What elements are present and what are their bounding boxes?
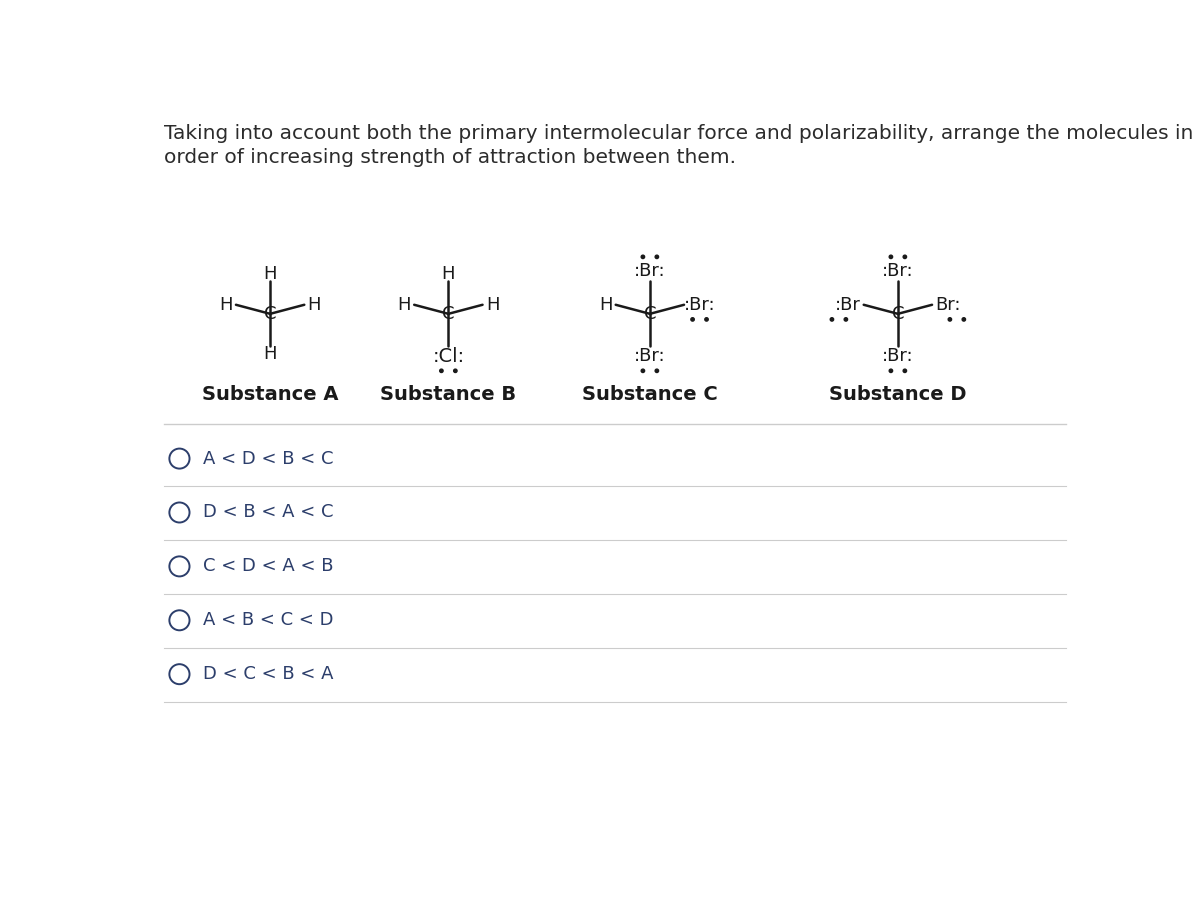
Text: D < B < A < C: D < B < A < C (203, 503, 334, 521)
Text: A < D < B < C: A < D < B < C (203, 449, 334, 467)
Text: C: C (264, 305, 276, 323)
Text: C < D < A < B: C < D < A < B (203, 557, 334, 575)
Circle shape (830, 318, 834, 321)
Text: C: C (442, 305, 455, 323)
Circle shape (655, 255, 659, 259)
Text: H: H (397, 296, 410, 314)
Text: :Br:: :Br: (882, 347, 913, 365)
Circle shape (889, 369, 893, 373)
Circle shape (704, 318, 708, 321)
Text: C: C (643, 305, 656, 323)
Circle shape (962, 318, 966, 321)
Circle shape (889, 255, 893, 259)
Circle shape (641, 255, 644, 259)
Circle shape (948, 318, 952, 321)
Text: :Cl:: :Cl: (432, 346, 464, 365)
Text: Substance B: Substance B (380, 385, 516, 404)
Text: :Br:: :Br: (882, 262, 913, 281)
Text: Br:: Br: (935, 296, 960, 314)
Text: H: H (263, 265, 277, 283)
Text: Substance D: Substance D (829, 385, 967, 404)
Text: A < B < C < D: A < B < C < D (203, 612, 334, 630)
Circle shape (655, 369, 659, 373)
Text: :Br:: :Br: (634, 262, 666, 281)
Text: order of increasing strength of attraction between them.: order of increasing strength of attracti… (164, 148, 736, 167)
Circle shape (439, 369, 443, 373)
Text: H: H (486, 296, 499, 314)
Text: H: H (263, 345, 277, 363)
Circle shape (454, 369, 457, 373)
Text: H: H (307, 296, 322, 314)
Text: :Br: :Br (835, 296, 862, 314)
Circle shape (904, 255, 906, 259)
Text: :Br:: :Br: (634, 347, 666, 365)
Text: H: H (442, 265, 455, 283)
Circle shape (641, 369, 644, 373)
Text: D < C < B < A: D < C < B < A (203, 665, 334, 683)
Circle shape (904, 369, 906, 373)
Text: Substance C: Substance C (582, 385, 718, 404)
Circle shape (844, 318, 847, 321)
Circle shape (691, 318, 695, 321)
Text: Taking into account both the primary intermolecular force and polarizability, ar: Taking into account both the primary int… (164, 124, 1193, 143)
Text: Substance A: Substance A (202, 385, 338, 404)
Text: C: C (892, 305, 904, 323)
Text: H: H (599, 296, 612, 314)
Text: H: H (220, 296, 233, 314)
Text: :Br:: :Br: (684, 296, 715, 314)
